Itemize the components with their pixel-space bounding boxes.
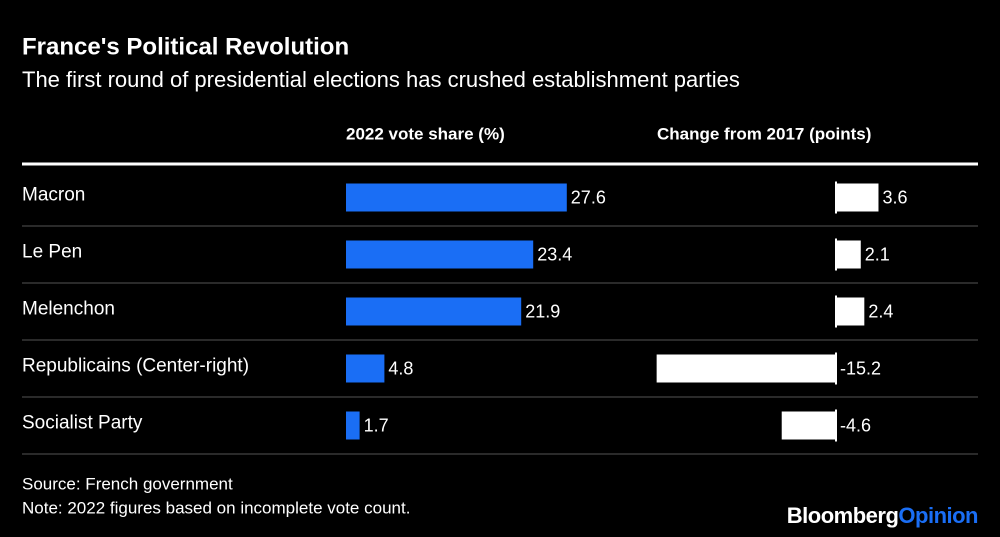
category-label: Macron [22, 185, 85, 206]
column-header: 2022 vote share (%) [346, 124, 505, 143]
bar [836, 240, 861, 269]
value-label: 23.4 [537, 244, 572, 264]
bar [836, 183, 879, 212]
brand: BloombergOpinion [787, 503, 978, 528]
value-label: 21.9 [525, 301, 560, 321]
category-label: Le Pen [22, 242, 82, 263]
value-label: 2.1 [865, 244, 890, 264]
category-label: Republicains (Center-right) [22, 356, 249, 377]
bar [346, 354, 385, 383]
chart-title: France's Political Revolution [22, 33, 349, 60]
brand-suffix: Opinion [898, 503, 978, 528]
value-label: 1.7 [364, 415, 389, 435]
value-label: 4.8 [388, 358, 413, 378]
value-label: -4.6 [840, 415, 871, 435]
source: Source: French government [22, 474, 233, 493]
value-label: 27.6 [571, 187, 606, 207]
value-label: -15.2 [840, 358, 881, 378]
bar [346, 183, 567, 212]
value-label: 2.4 [868, 301, 893, 321]
bar [346, 411, 360, 440]
note: Note: 2022 figures based on incomplete v… [22, 498, 410, 517]
bar [836, 297, 865, 326]
bar [781, 411, 836, 440]
value-label: 3.6 [882, 187, 907, 207]
category-label: Socialist Party [22, 413, 143, 434]
category-label: Melenchon [22, 299, 115, 320]
chart-subtitle: The first round of presidential election… [22, 67, 740, 92]
bar [346, 240, 534, 269]
bar [656, 354, 836, 383]
brand-name: Bloomberg [787, 503, 899, 528]
bar [346, 297, 522, 326]
column-header: Change from 2017 (points) [657, 124, 871, 143]
